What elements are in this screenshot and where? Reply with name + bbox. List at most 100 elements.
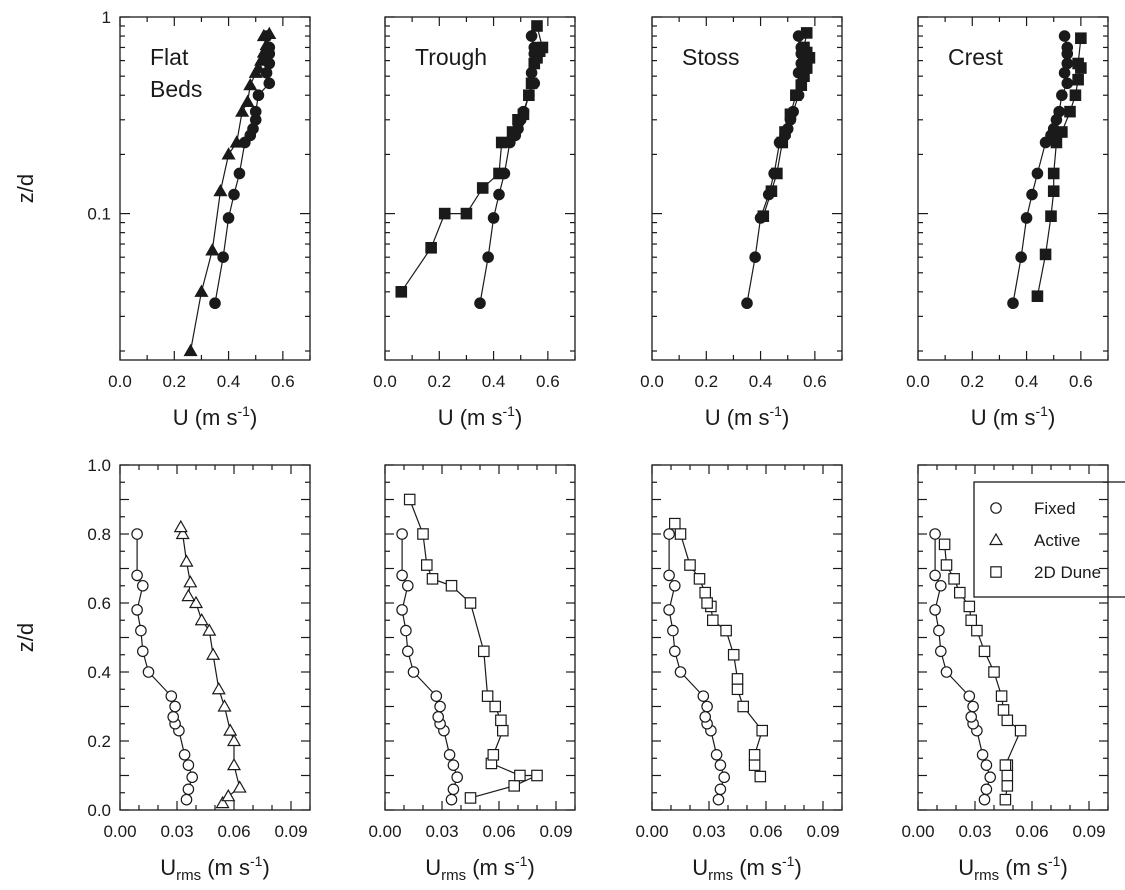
data-point [933,624,945,637]
data-point [1015,251,1027,264]
y-tick-label: 0.0 [87,801,111,820]
x-axis-label: Urms (m s-1) [692,853,802,884]
data-point [182,759,195,771]
data-point [487,212,500,224]
data-point [489,700,501,713]
data-point [965,711,977,723]
data-point [131,604,143,616]
data-point [1007,297,1019,310]
data-point [221,788,236,802]
data-point [403,493,416,506]
x-tick-label: 0.00 [103,822,136,841]
data-point [963,600,976,613]
data-point [1039,248,1052,261]
data-point [1014,724,1027,737]
data-point [1001,780,1014,792]
data-point [229,135,244,148]
y-tick-label: 1.0 [87,456,111,475]
data-point [137,579,149,592]
series-active [173,519,247,809]
data-point [228,188,240,201]
data-point [221,147,236,160]
data-point [668,645,681,658]
data-point [1056,89,1068,102]
data-point [438,207,451,220]
data-point [749,251,761,264]
data-point [217,251,229,264]
y-tick-label: 0.2 [87,732,111,751]
data-point [720,624,732,637]
data-point [173,519,188,533]
data-point [396,528,408,540]
data-point [741,297,753,310]
data-point [232,780,247,793]
data-point [443,748,456,761]
data-point [395,286,408,298]
legend: Fixed Active 2D Dune [973,481,1125,598]
data-point [531,20,543,32]
series-fixed [474,30,541,310]
series-2d-dune [403,493,543,804]
data-point [737,700,749,713]
data-point [1061,57,1074,70]
series-2d-dune [757,27,816,222]
data-point [980,783,993,796]
x-label-superscript: -1 [1035,403,1048,419]
data-point [421,559,433,571]
legend-marker [990,566,1002,578]
data-point [697,690,710,702]
data-point [243,77,258,91]
data-point [1058,30,1071,42]
data-point [663,528,675,540]
data-point [464,792,477,804]
x-tick-label: 0.0 [108,372,132,391]
data-point [186,771,198,784]
data-point [997,704,1010,716]
data-point [929,569,941,582]
series-fixed [663,528,730,806]
data-point [940,559,953,571]
data-point [1001,769,1014,782]
data-point [183,343,198,357]
data-point [506,126,519,138]
data-point [476,182,489,194]
data-point [508,780,520,792]
x-tick-label: 0.00 [635,822,668,841]
data-point [1020,212,1033,224]
data-point [1026,188,1038,201]
data-point [727,648,740,661]
data-point [131,528,143,540]
data-point [256,45,271,58]
legend-marker [988,532,1004,546]
data-point [487,748,500,761]
panel-title: Trough [415,44,487,70]
x-tick-label: 0.2 [162,372,186,391]
x-tick-label: 0.4 [749,372,773,391]
y-tick-label: 0.1 [87,205,111,224]
data-point [667,624,679,637]
data-point [396,604,408,616]
data-point [400,624,412,637]
data-point [771,167,783,180]
data-point [482,251,494,264]
data-point [407,666,420,678]
data-point [948,573,960,585]
x-label-subscript: rms [176,867,201,884]
data-point [663,569,675,582]
data-point [180,793,193,806]
x-tick-label: 0.09 [1072,822,1105,841]
data-point [165,690,178,702]
data-point [693,573,706,585]
x-label-unit: (m s [999,855,1048,880]
data-point [209,297,221,310]
data-point [464,597,477,609]
x-label-unit: (m s [201,855,250,880]
x-tick-label: 0.6 [1069,372,1093,391]
data-point [181,588,196,602]
data-point [978,645,991,658]
data-point [748,759,761,771]
x-tick-label: 0.2 [694,372,718,391]
